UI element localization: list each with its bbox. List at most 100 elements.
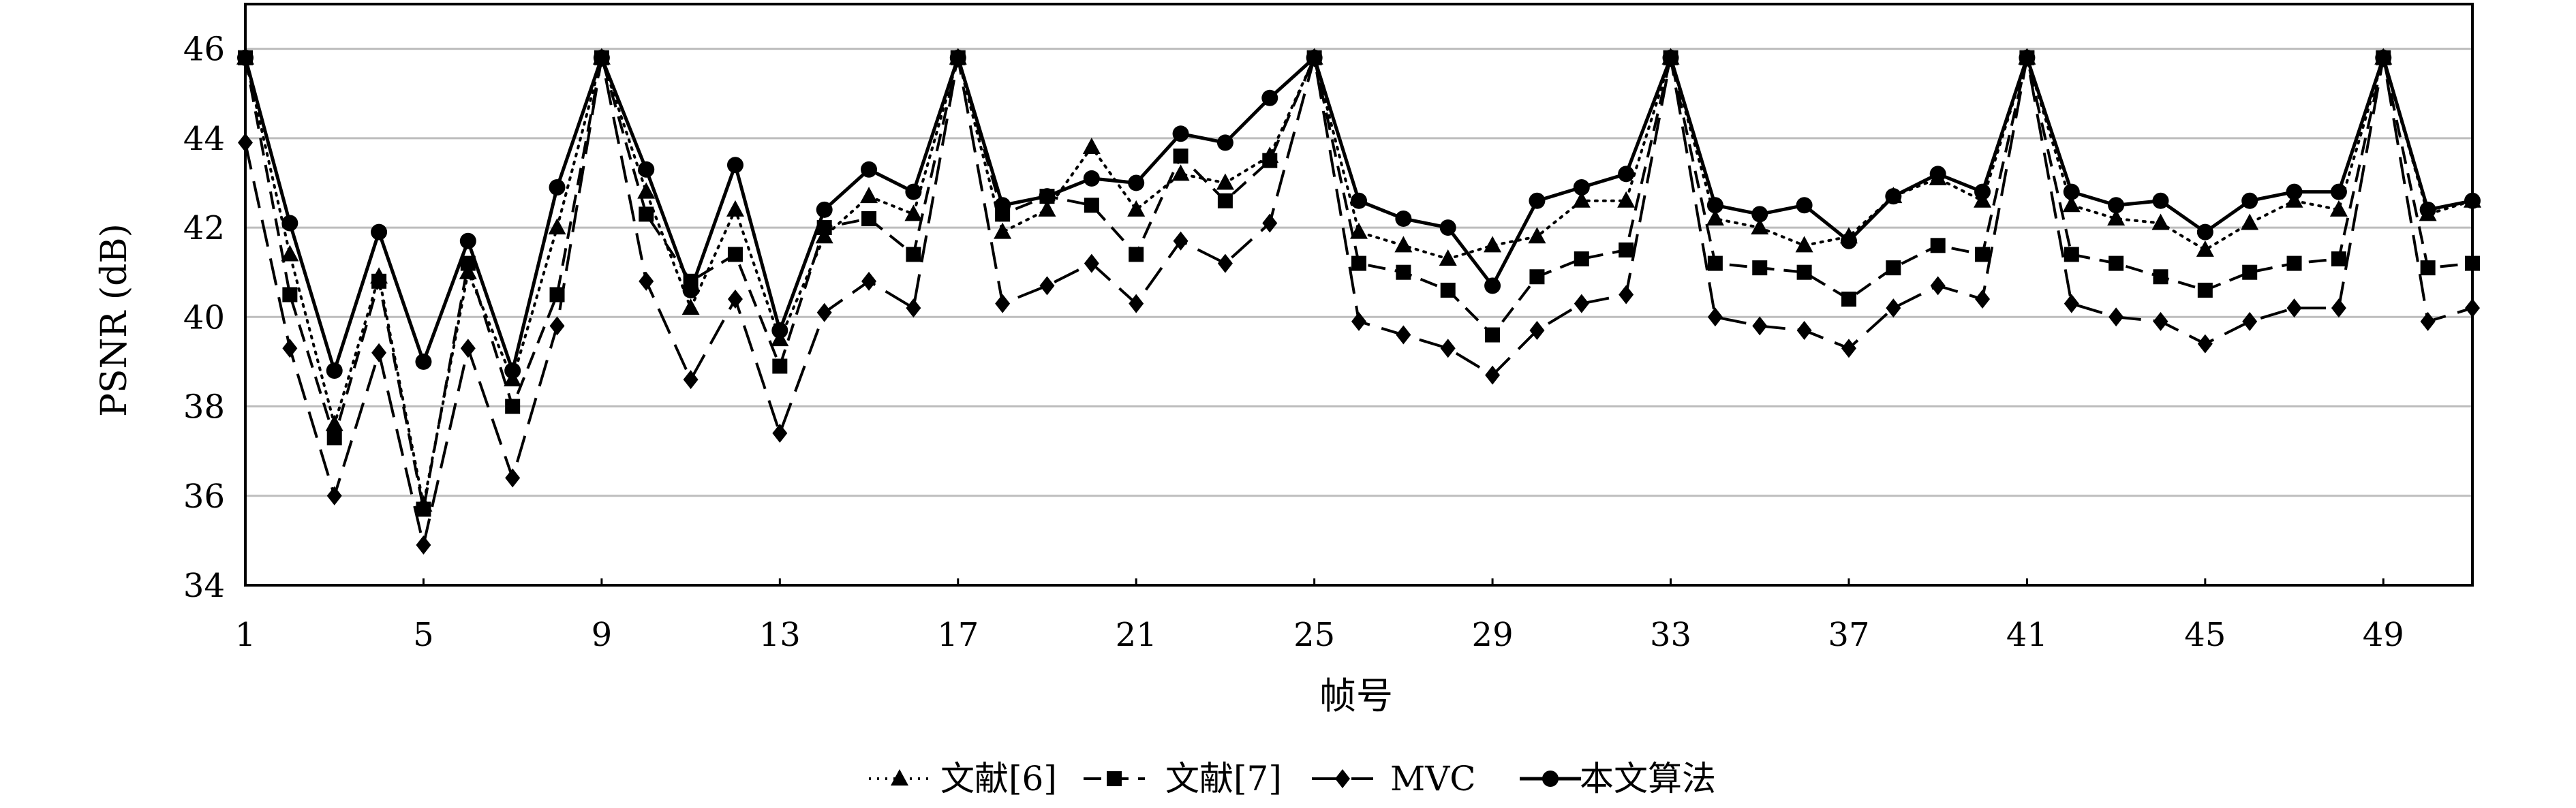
x-tick-label: 45 xyxy=(2184,616,2226,654)
data-point-triangle xyxy=(1528,227,1546,244)
data-point-circle xyxy=(1128,174,1145,191)
data-point-circle xyxy=(2375,49,2392,66)
data-point-triangle xyxy=(2062,196,2081,213)
data-point-triangle xyxy=(1484,236,1502,253)
data-point-diamond xyxy=(1485,365,1501,385)
data-point-square xyxy=(1129,247,1144,262)
data-point-diamond xyxy=(2109,307,2124,327)
data-point-square xyxy=(282,287,298,302)
x-tick-label: 13 xyxy=(759,616,801,654)
data-point-square xyxy=(906,247,921,262)
data-point-triangle xyxy=(1038,200,1056,217)
data-point-triangle xyxy=(1394,236,1413,253)
y-tick-label: 38 xyxy=(183,388,225,426)
data-point-square xyxy=(861,211,877,226)
data-point-diamond xyxy=(1351,311,1366,331)
data-point-circle xyxy=(415,353,432,370)
data-point-square xyxy=(1930,238,1946,253)
x-tick-label: 29 xyxy=(1472,616,1514,654)
data-point-circle xyxy=(2108,197,2125,214)
data-point-square xyxy=(549,287,565,302)
legend: 文献[6] 文献[7] MVC 本文算法 xyxy=(869,759,1716,798)
data-point-circle xyxy=(726,157,743,174)
data-point-triangle xyxy=(1706,208,1724,226)
data-point-circle xyxy=(2330,183,2347,200)
data-point-circle xyxy=(1529,192,1546,209)
data-point-triangle xyxy=(1082,137,1101,154)
series-line-ref6 xyxy=(244,56,2474,506)
x-tick-label: 17 xyxy=(937,616,979,654)
data-point-circle xyxy=(549,179,566,196)
data-point-circle xyxy=(326,362,343,379)
data-point-triangle xyxy=(2241,213,2259,230)
data-point-triangle xyxy=(2151,213,2170,230)
data-point-circle xyxy=(2286,183,2303,200)
data-point-triangle xyxy=(994,222,1012,239)
data-point-triangle xyxy=(1617,191,1636,208)
data-point-diamond xyxy=(2153,311,2168,331)
data-point-diamond xyxy=(1396,325,1411,345)
data-point-circle xyxy=(1306,49,1323,66)
data-point-diamond xyxy=(906,298,921,318)
data-point-circle xyxy=(2063,183,2080,200)
data-point-circle xyxy=(1796,197,1813,214)
data-point-circle xyxy=(771,322,788,339)
data-point-triangle xyxy=(2196,240,2214,257)
data-point-triangle xyxy=(681,298,700,315)
legend-item-ref6: 文献[6] xyxy=(869,759,1057,798)
data-point-square xyxy=(1084,198,1099,213)
data-point-square xyxy=(1619,242,1634,258)
data-point-circle xyxy=(281,215,298,232)
data-point-diamond xyxy=(1930,276,1946,296)
data-point-diamond xyxy=(995,294,1011,313)
series-ref6 xyxy=(236,48,2481,512)
data-point-circle xyxy=(371,223,388,240)
x-tick-label: 33 xyxy=(1650,616,1691,654)
data-point-triangle xyxy=(726,200,744,217)
legend-item-ref7: 文献[7] xyxy=(1084,759,1282,798)
data-point-diamond xyxy=(1129,294,1144,313)
legend-marker-triangle xyxy=(891,769,908,786)
data-point-triangle xyxy=(1127,200,1146,217)
data-point-circle xyxy=(949,49,966,66)
data-point-diamond xyxy=(2242,311,2258,331)
legend-label-ref6: 文献[6] xyxy=(940,759,1057,798)
data-point-square xyxy=(727,247,743,262)
data-point-diamond xyxy=(816,302,832,322)
data-point-diamond xyxy=(1975,290,1991,309)
data-point-circle xyxy=(1618,166,1635,183)
data-point-circle xyxy=(682,281,699,298)
y-tick-label: 34 xyxy=(183,567,225,605)
data-point-circle xyxy=(861,161,878,178)
data-point-triangle xyxy=(281,245,299,262)
data-point-triangle xyxy=(637,182,656,199)
data-point-square xyxy=(1796,264,1812,280)
plot-frame xyxy=(244,3,2474,587)
data-point-diamond xyxy=(549,316,565,336)
data-point-triangle xyxy=(2107,208,2126,226)
series-ref7 xyxy=(238,50,2480,517)
data-point-square xyxy=(1351,255,1366,271)
data-point-diamond xyxy=(1529,320,1545,340)
data-point-diamond xyxy=(1707,307,1723,327)
data-point-diamond xyxy=(1173,231,1189,251)
data-point-diamond xyxy=(1262,213,1278,233)
data-point-circle xyxy=(1261,89,1278,106)
data-point-triangle xyxy=(370,267,388,284)
data-point-square xyxy=(1886,260,1901,276)
data-point-square xyxy=(2064,247,2079,262)
data-point-circle xyxy=(1573,179,1590,196)
data-point-circle xyxy=(593,49,610,66)
data-point-square xyxy=(505,399,521,414)
x-tick-label: 21 xyxy=(1116,616,1157,654)
data-point-triangle xyxy=(325,414,343,431)
data-point-circle xyxy=(1039,188,1056,205)
data-point-diamond xyxy=(326,486,342,506)
data-point-diamond xyxy=(1841,339,1856,358)
data-point-square xyxy=(1841,292,1856,307)
series-proposed xyxy=(237,49,2481,379)
data-point-diamond xyxy=(2197,334,2213,354)
data-point-circle xyxy=(2152,192,2169,209)
data-point-triangle xyxy=(414,495,433,512)
data-point-square xyxy=(2109,255,2124,271)
